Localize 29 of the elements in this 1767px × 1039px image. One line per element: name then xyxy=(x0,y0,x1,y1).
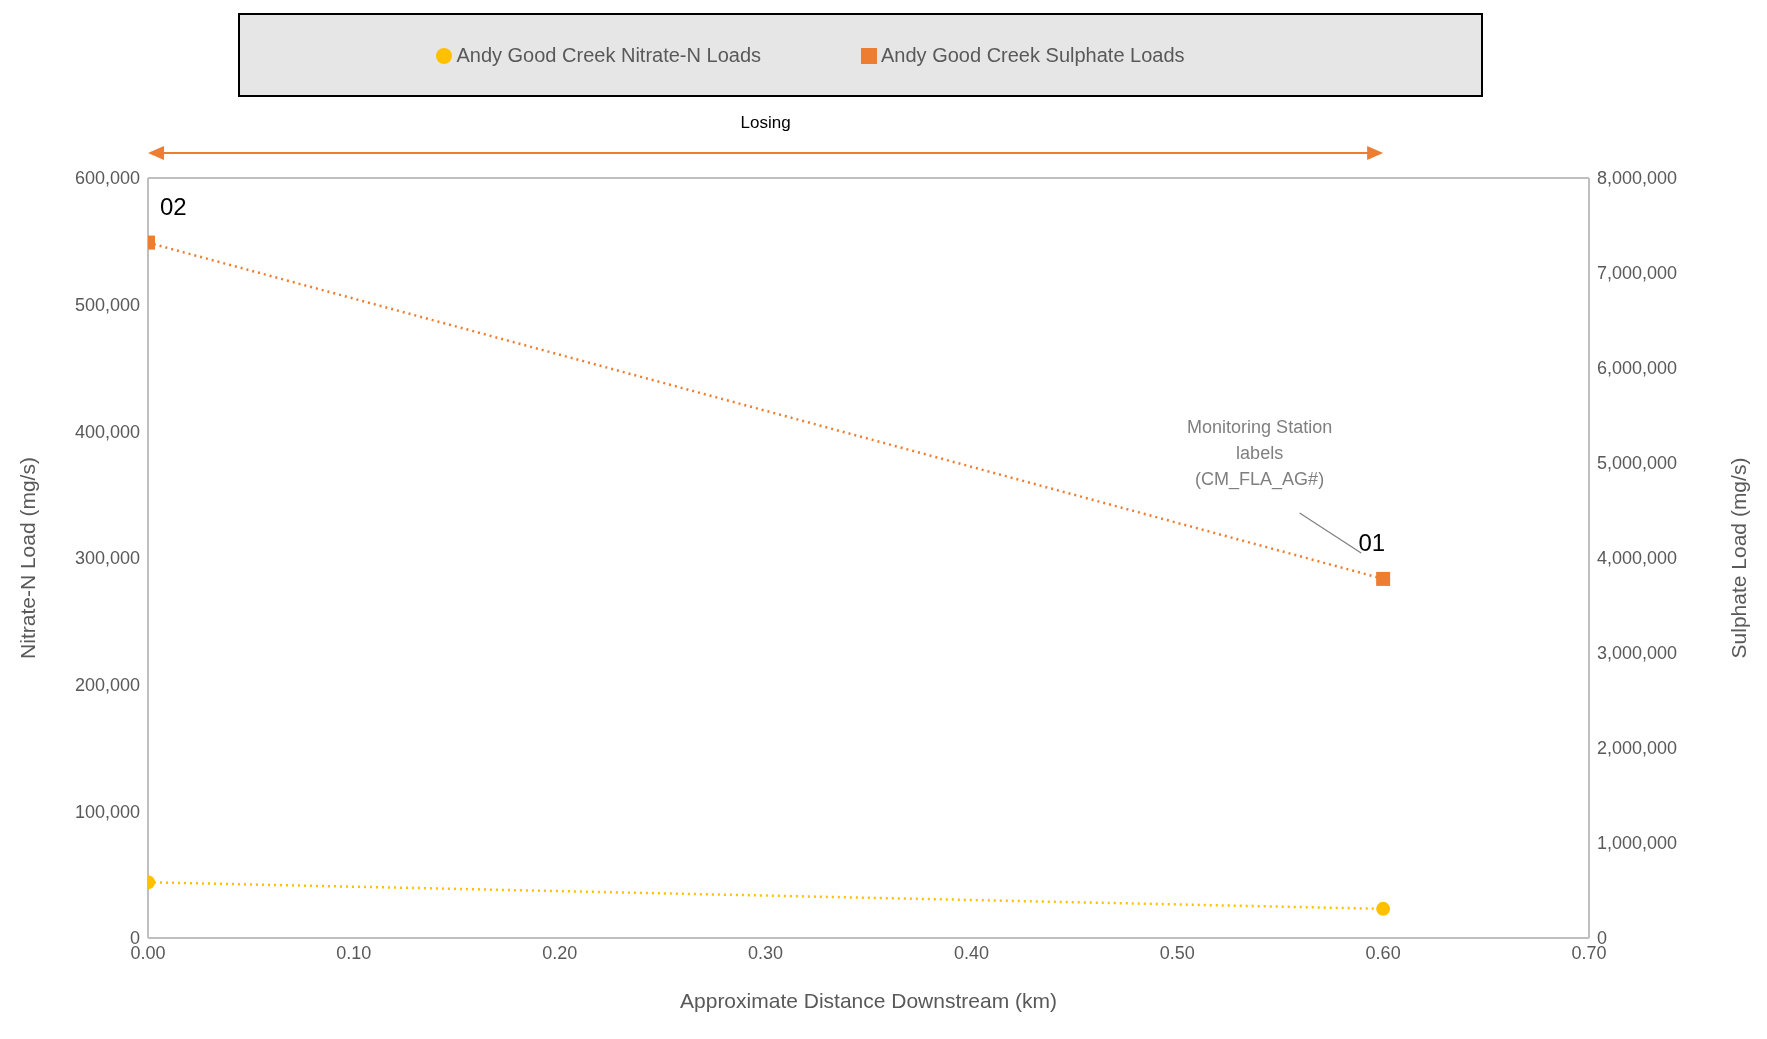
x-tick-label: 0.20 xyxy=(542,942,578,963)
y2-tick-label: 2,000,000 xyxy=(1597,738,1678,759)
text: Losing xyxy=(740,113,791,132)
x-tick-label: 0.60 xyxy=(1365,942,1401,963)
annotation: Monitoring Station labels (CM_FLA_AG#) xyxy=(1187,417,1333,490)
y-tick-label: 300,000 xyxy=(74,548,140,569)
x-tick-label: 0.10 xyxy=(336,942,372,963)
y2-tick-label: 7,000,000 xyxy=(1597,263,1678,284)
annotation: 02 xyxy=(160,192,187,220)
x-tick-label: 0.50 xyxy=(1159,942,1195,963)
x-axis-title: Approximate Distance Downstream (km) xyxy=(680,989,1057,1012)
y2-axis-title: Sulphate Load (mg/s) xyxy=(1727,457,1751,659)
y-tick-label: 600,000 xyxy=(74,168,140,189)
y-tick-label: 100,000 xyxy=(74,801,140,822)
annotation: 01 xyxy=(1358,528,1386,556)
y2-tick-label: 5,000,000 xyxy=(1597,453,1678,474)
legend-label: Andy Good Creek Nitrate-N Loads xyxy=(456,43,762,66)
y2-tick-label: 3,000,000 xyxy=(1597,643,1678,664)
x-tick-label: 0.30 xyxy=(748,942,784,963)
y2-tick-label: 6,000,000 xyxy=(1597,358,1678,379)
y-tick-label: 200,000 xyxy=(74,675,140,696)
y2-tick-label: 1,000,000 xyxy=(1597,833,1678,854)
y-axis-title: Nitrate-N Load (mg/s) xyxy=(16,457,40,659)
y2-tick-label: 4,000,000 xyxy=(1597,548,1678,569)
y2-tick-label: 8,000,000 xyxy=(1597,168,1678,189)
y-tick-label: 500,000 xyxy=(74,295,140,316)
y-tick-label: 400,000 xyxy=(74,421,140,442)
x-tick-label: 0.40 xyxy=(953,942,989,963)
legend-label: Andy Good Creek Sulphate Loads xyxy=(881,43,1185,66)
